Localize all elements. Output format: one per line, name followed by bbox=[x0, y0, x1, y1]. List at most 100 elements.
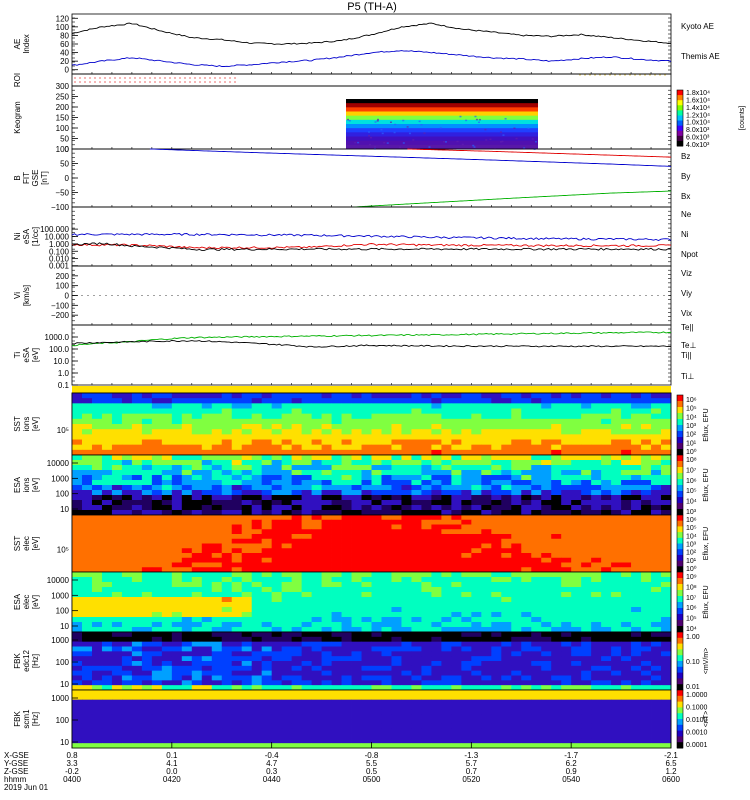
spectrogram-cell bbox=[311, 680, 322, 686]
spectrogram-cell bbox=[571, 572, 582, 578]
spectrogram-cell bbox=[521, 460, 532, 466]
spectrogram-cell bbox=[201, 439, 213, 446]
spectrogram-cell bbox=[421, 562, 432, 568]
spectrogram-cell bbox=[501, 408, 512, 415]
spectrogram-cell bbox=[181, 656, 193, 662]
spectrogram-cell bbox=[501, 470, 512, 476]
spectrogram-cell bbox=[101, 439, 113, 446]
spectrogram-cell bbox=[411, 465, 422, 471]
spectrogram-cell bbox=[461, 515, 472, 521]
spectrogram-cell bbox=[151, 646, 163, 652]
spectrogram-cell bbox=[531, 567, 542, 573]
spectrogram-cell bbox=[351, 449, 362, 456]
spectrogram-cell bbox=[561, 553, 572, 559]
spectrogram-cell bbox=[211, 429, 223, 435]
spectrogram-cell bbox=[151, 612, 163, 618]
spectrogram-cell bbox=[371, 534, 382, 540]
spectrogram-cell bbox=[211, 656, 223, 662]
spectrogram-cell bbox=[231, 567, 243, 573]
spectrogram-cell bbox=[521, 470, 532, 476]
spectrogram-cell bbox=[541, 398, 552, 404]
spectrogram-cell bbox=[581, 534, 592, 540]
spectrogram-cell bbox=[291, 582, 303, 588]
spectrogram-cell bbox=[361, 543, 372, 549]
spectrogram-cell bbox=[551, 690, 562, 696]
spectrogram-cell bbox=[231, 572, 243, 578]
spectrogram-cell bbox=[631, 690, 642, 696]
spectrogram-cell bbox=[181, 408, 193, 415]
spectrogram-cell bbox=[331, 398, 342, 404]
spectrogram-cell bbox=[341, 665, 352, 672]
spectrogram-cell bbox=[381, 636, 392, 643]
spectrogram-cell bbox=[321, 592, 332, 598]
spectrogram-cell bbox=[201, 515, 213, 521]
spectrogram-cell bbox=[141, 646, 153, 652]
spectrogram-cell bbox=[241, 548, 253, 554]
spectrogram-cell bbox=[201, 699, 213, 705]
zero-dot bbox=[669, 295, 671, 296]
spectrogram-cell bbox=[621, 408, 632, 415]
spectrogram-cell bbox=[601, 592, 612, 598]
spectrogram-cell bbox=[181, 455, 193, 461]
spectrogram-cell bbox=[391, 449, 402, 456]
colorbar-tick: 0.01 bbox=[686, 684, 700, 691]
spectrogram-cell bbox=[121, 465, 133, 471]
spectrogram-cell bbox=[251, 534, 263, 540]
spectrogram-cell bbox=[581, 393, 592, 399]
spectrogram-cell bbox=[301, 475, 312, 481]
spectrogram-cell bbox=[421, 661, 432, 667]
spectrogram-cell bbox=[411, 524, 422, 530]
spectrogram-cell bbox=[231, 485, 243, 491]
spectrogram-cell bbox=[441, 480, 452, 486]
spectrogram-cell bbox=[381, 632, 392, 638]
keogram-speck bbox=[412, 139, 415, 141]
spectrogram-cell bbox=[351, 470, 362, 476]
keogram-speck bbox=[408, 132, 411, 135]
spectrogram-cell bbox=[551, 524, 562, 530]
spectrogram-cell bbox=[451, 694, 462, 701]
spectrogram-cell bbox=[241, 607, 253, 613]
spectrogram-cell bbox=[501, 557, 512, 563]
spectrogram-cell bbox=[551, 505, 562, 511]
spectrogram-cell bbox=[251, 449, 263, 456]
spectrogram-cell bbox=[131, 534, 143, 540]
spectrogram-cell bbox=[161, 434, 173, 440]
roi-dot bbox=[114, 81, 116, 83]
spectrogram-cell bbox=[91, 444, 103, 451]
spectrogram-cell bbox=[531, 622, 542, 628]
spectrogram-cell bbox=[201, 500, 213, 506]
spectrogram-cell bbox=[261, 641, 273, 647]
spectrogram-cell bbox=[421, 444, 432, 451]
spectrogram-cell bbox=[271, 543, 283, 549]
spectrogram-cell bbox=[471, 393, 482, 399]
spectrogram-cell bbox=[171, 592, 183, 598]
spectrogram-cell bbox=[621, 434, 632, 440]
spectrogram-cell bbox=[471, 439, 482, 446]
spectrogram-cell bbox=[221, 656, 233, 662]
spectrogram-cell bbox=[201, 690, 213, 696]
spectrogram-cell bbox=[601, 602, 612, 608]
keogram-band bbox=[346, 136, 538, 142]
spectrogram-cell bbox=[651, 465, 662, 471]
spectrogram-cell bbox=[581, 670, 592, 676]
spectrogram-cell bbox=[581, 553, 592, 559]
spectrogram-cell bbox=[511, 534, 522, 540]
spectrogram-cell bbox=[501, 529, 512, 535]
spectrogram-cell bbox=[421, 485, 432, 491]
spectrogram-cell bbox=[131, 538, 143, 544]
spectrogram-cell bbox=[331, 444, 342, 451]
spectrogram-cell bbox=[281, 607, 293, 613]
keogram-speck bbox=[368, 143, 371, 146]
spectrogram-cell bbox=[321, 398, 332, 404]
spectrogram-cell bbox=[551, 562, 562, 568]
spectrogram-cell bbox=[581, 602, 592, 608]
spectrogram-cell bbox=[72, 510, 83, 516]
spectrogram-cell bbox=[291, 641, 303, 647]
spectrogram-cell bbox=[651, 534, 662, 540]
spectrogram-cell bbox=[91, 398, 103, 404]
spectrogram-cell bbox=[391, 627, 402, 633]
spectrogram-cell bbox=[261, 393, 273, 399]
spectrogram-cell bbox=[501, 485, 512, 491]
legend-ne: Ne bbox=[681, 210, 692, 219]
spectrogram-cell bbox=[661, 398, 672, 404]
